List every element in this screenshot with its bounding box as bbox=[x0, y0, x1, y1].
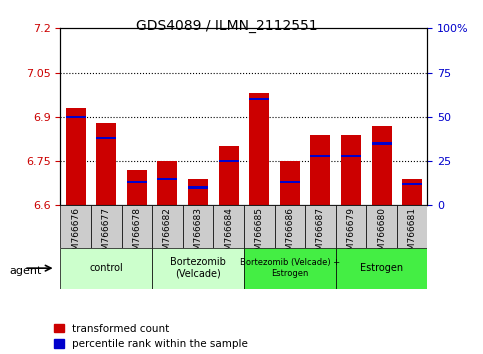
Text: GSM766676: GSM766676 bbox=[71, 207, 80, 262]
Bar bbox=[188, 187, 208, 189]
Bar bbox=[183, 205, 213, 248]
Bar bbox=[152, 248, 244, 289]
Bar bbox=[127, 170, 147, 205]
Text: GSM766681: GSM766681 bbox=[408, 207, 417, 262]
Bar bbox=[336, 248, 427, 289]
Bar bbox=[60, 248, 152, 289]
Bar bbox=[188, 179, 208, 205]
Bar bbox=[371, 126, 392, 205]
Legend: transformed count, percentile rank within the sample: transformed count, percentile rank withi… bbox=[54, 324, 248, 349]
Bar bbox=[244, 205, 274, 248]
Text: GSM766685: GSM766685 bbox=[255, 207, 264, 262]
Bar bbox=[213, 205, 244, 248]
Bar bbox=[311, 135, 330, 205]
Bar bbox=[127, 181, 147, 183]
Bar bbox=[152, 205, 183, 248]
Bar bbox=[305, 205, 336, 248]
Bar bbox=[249, 93, 269, 205]
Text: GSM766677: GSM766677 bbox=[102, 207, 111, 262]
Bar bbox=[274, 205, 305, 248]
Bar bbox=[219, 146, 239, 205]
Bar bbox=[157, 178, 177, 180]
Bar bbox=[60, 205, 91, 248]
Bar bbox=[91, 205, 122, 248]
Bar bbox=[244, 248, 336, 289]
Text: GDS4089 / ILMN_2112551: GDS4089 / ILMN_2112551 bbox=[136, 19, 318, 34]
Bar bbox=[219, 160, 239, 162]
Bar bbox=[397, 205, 427, 248]
Bar bbox=[402, 179, 422, 205]
Bar bbox=[280, 181, 300, 183]
Text: GSM766683: GSM766683 bbox=[194, 207, 202, 262]
Text: GSM766680: GSM766680 bbox=[377, 207, 386, 262]
Text: GSM766678: GSM766678 bbox=[132, 207, 142, 262]
Bar bbox=[280, 161, 300, 205]
Bar bbox=[66, 116, 85, 118]
Bar bbox=[96, 137, 116, 139]
Bar bbox=[336, 205, 366, 248]
Bar bbox=[66, 108, 85, 205]
Text: GSM766684: GSM766684 bbox=[224, 207, 233, 262]
Bar bbox=[157, 161, 177, 205]
Bar bbox=[341, 135, 361, 205]
Bar bbox=[249, 98, 269, 100]
Text: Estrogen: Estrogen bbox=[360, 263, 403, 273]
Bar bbox=[402, 183, 422, 185]
Bar bbox=[311, 155, 330, 157]
Bar bbox=[122, 205, 152, 248]
Bar bbox=[366, 205, 397, 248]
Text: control: control bbox=[89, 263, 123, 273]
Text: GSM766682: GSM766682 bbox=[163, 207, 172, 262]
Bar bbox=[96, 123, 116, 205]
Text: GSM766687: GSM766687 bbox=[316, 207, 325, 262]
Text: GSM766686: GSM766686 bbox=[285, 207, 294, 262]
Bar bbox=[341, 155, 361, 157]
Text: agent: agent bbox=[10, 266, 42, 276]
Text: Bortezomib (Velcade) +
Estrogen: Bortezomib (Velcade) + Estrogen bbox=[240, 258, 340, 278]
Text: Bortezomib
(Velcade): Bortezomib (Velcade) bbox=[170, 257, 226, 279]
Bar bbox=[371, 142, 392, 144]
Text: GSM766679: GSM766679 bbox=[346, 207, 355, 262]
